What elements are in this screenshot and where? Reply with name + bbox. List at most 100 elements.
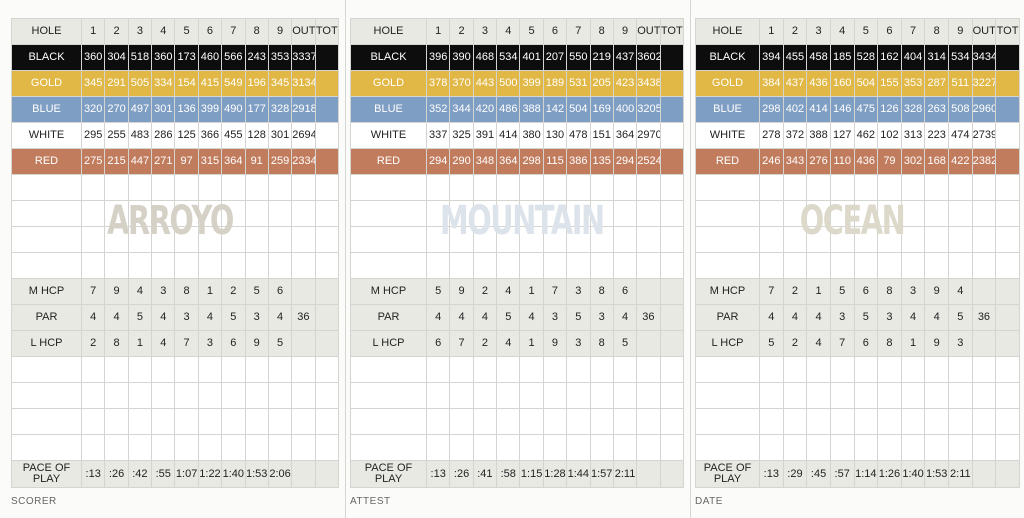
score-cell [995,356,1020,383]
par-cell: 4 [104,304,129,331]
hcp-cell: 6 [853,330,879,357]
yardage-cell: 423 [612,70,638,97]
score-cell [151,408,176,435]
yardage-cell: 508 [948,96,973,123]
footer-attest-label: ATTEST [350,496,391,507]
tee-name: WHITE [350,122,427,149]
hcp-cell: 1 [519,278,544,305]
score-cell [244,434,269,461]
yardage-cell: 155 [877,70,902,97]
score-cell [425,408,451,435]
hole-number: 7 [900,18,926,45]
score-cell [197,252,223,279]
yardage-cell: 352 [425,96,451,123]
score-cell [350,408,427,435]
pace-time-cell: :26 [104,460,129,488]
m-hcp-label: M HCP [695,278,760,305]
yardage-cell: 127 [829,122,855,149]
score-cell [267,226,293,253]
score-cell [948,382,973,409]
yardage-cell: 531 [566,70,591,97]
score-cell [806,382,831,409]
score-cell [782,174,808,201]
hcp-cell: 5 [612,330,638,357]
score-cell [244,252,269,279]
score-cell [314,174,339,201]
score-cell [314,382,339,409]
score-cell [244,174,269,201]
tee-row-white: WHITE 278 372 388 127 462 102 313 223 474 2739 [695,122,1020,149]
tot-cell [314,304,339,331]
score-cell [496,382,521,409]
out-cell [291,278,316,305]
hcp-cell: 5 [829,278,855,305]
score-cell [425,356,451,383]
hcp-cell: 8 [877,278,902,305]
score-cell [612,408,638,435]
score-row [350,434,684,461]
yardage-cell: 370 [449,70,474,97]
tot-label: TOT [995,18,1020,45]
score-cell [948,226,973,253]
score-cell [636,200,661,227]
yardage-cell: 400 [612,96,638,123]
out-yardage: 3134 [291,70,316,97]
score-cell [636,382,661,409]
score-row [350,382,684,409]
hole-label: HOLE [350,18,427,45]
score-cell [853,174,879,201]
score-cell [11,356,82,383]
tot-cell [314,278,339,305]
tot-cell [995,460,1020,488]
yardage-cell: 162 [877,44,902,71]
score-cell [829,382,855,409]
score-cell [519,200,544,227]
pace-time-cell: :42 [127,460,153,488]
out-cell [636,278,661,305]
score-cell [11,408,82,435]
score-cell [924,252,949,279]
score-cell [971,200,997,227]
hole-label: HOLE [11,18,82,45]
score-cell [829,200,855,227]
hole-number: 8 [589,18,614,45]
yardage-cell: 207 [542,44,568,71]
score-cell [174,382,199,409]
score-cell [542,356,568,383]
yardage-cell: 301 [151,96,176,123]
yardage-cell: 511 [948,70,973,97]
out-yardage: 3434 [971,44,997,71]
score-cell [659,174,684,201]
pace-of-play-row: PACE OF PLAY:13:26:42:55 1:07 1:22 1:40 1:53 2… [11,460,339,488]
panel-divider [690,0,691,518]
hcp-cell: 7 [542,278,568,305]
yardage-cell: 443 [472,70,498,97]
pace-time-cell: 1:22 [197,460,223,488]
yardage-cell: 388 [519,96,544,123]
score-cell [197,200,223,227]
score-cell [995,408,1020,435]
score-cell [566,226,591,253]
yardage-cell: 298 [759,96,784,123]
score-cell [612,200,638,227]
score-cell [542,226,568,253]
score-cell [127,226,153,253]
yardage-cell: 135 [589,148,614,175]
score-cell [659,434,684,461]
score-cell [612,434,638,461]
score-cell [900,200,926,227]
l-hcp-label: L HCP [11,330,82,357]
hole-number: 2 [104,18,129,45]
score-cell [127,356,153,383]
score-cell [314,408,339,435]
par-cell: 5 [127,304,153,331]
hole-number: 2 [782,18,808,45]
pace-time-cell: :13 [80,460,106,488]
score-cell [695,408,760,435]
yardage-cell: 320 [80,96,106,123]
out-cell [291,330,316,357]
hcp-cell: 8 [174,278,199,305]
score-row [695,200,1020,227]
score-cell [589,174,614,201]
score-cell [589,434,614,461]
